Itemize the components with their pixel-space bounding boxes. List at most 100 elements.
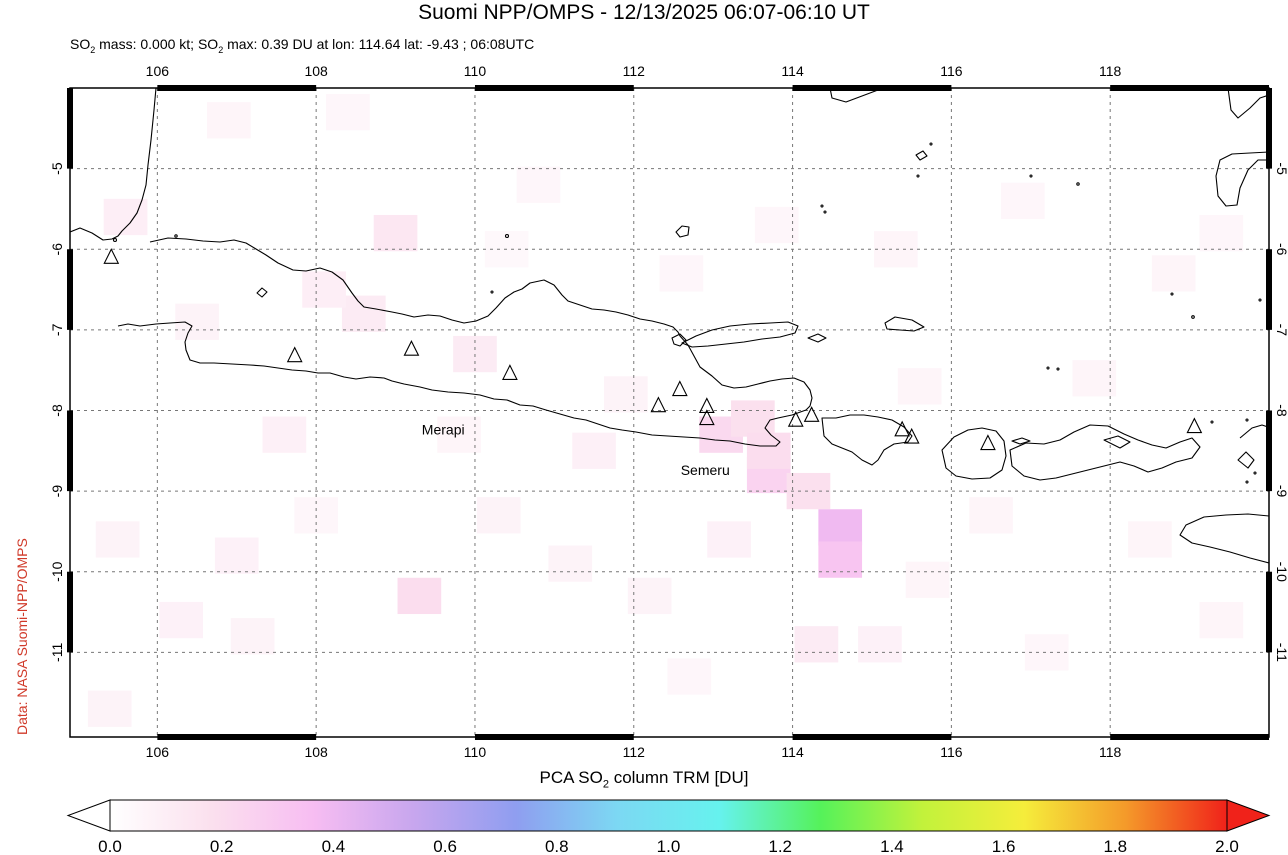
volcano-triangle-icon	[698, 409, 715, 426]
so2-cell	[897, 368, 942, 405]
axis-tick-labels: 106 106 108 108 110 110 112 112 114 114 116 116 118 1…	[49, 63, 1288, 760]
coastline-islet	[916, 174, 920, 178]
coastline-islet	[1258, 298, 1262, 302]
subtitle-so2-prefix: SO	[70, 36, 91, 52]
so2-cell	[794, 626, 839, 663]
coastline-islet	[1170, 292, 1174, 296]
map-subtitle: SO2 mass: 0.000 kt; SO2 max: 0.39 DU at …	[70, 36, 534, 55]
colorbar-low-arrow	[66, 799, 111, 832]
coastline-islet	[1103, 435, 1131, 449]
colorbar-tick-label: 2.0	[1215, 837, 1239, 855]
colorbar-tick-label: 0.8	[545, 837, 569, 855]
volcano-triangle-icon	[787, 410, 804, 427]
volcano-triangle-icon	[671, 380, 688, 397]
lat-tick-label-left: -7	[49, 323, 65, 336]
so2-cell	[603, 376, 648, 413]
frame-bar-bottom	[1110, 734, 1269, 740]
volcano-triangle-icon	[698, 397, 715, 414]
so2-cell	[206, 102, 251, 139]
lat-tick-label-right: -6	[1274, 243, 1288, 256]
lon-tick-label-bottom: 118	[1099, 744, 1122, 760]
lon-tick-label-top: 118	[1099, 63, 1122, 79]
volcano-triangle-icon	[403, 339, 420, 356]
so2-cell	[1024, 634, 1069, 671]
coastline-islet	[1245, 480, 1249, 484]
coastline-islet	[1245, 418, 1249, 422]
coastline-islet	[504, 233, 510, 239]
coastline-islet	[1210, 420, 1214, 424]
frame-bar-top	[1110, 85, 1269, 91]
so2-cell	[159, 601, 204, 639]
so2-cell	[87, 690, 132, 727]
colorbar-tick-label: 0.2	[210, 837, 234, 855]
coastline-kangean	[884, 316, 925, 332]
so2-cell	[326, 94, 370, 131]
so2-cell	[373, 214, 418, 252]
subtitle-subscript-1: 2	[90, 44, 96, 55]
lat-tick-label-left: -5	[49, 162, 65, 175]
volcano-triangle-icon	[894, 420, 911, 437]
colorbar: 0.0 0.2 0.4 0.6 0.8 1.0 1.2 1.4 1.6 1.8 2.0	[66, 799, 1271, 855]
volcano-triangle-icon	[1186, 417, 1203, 434]
lon-tick-label-bottom: 112	[623, 744, 646, 760]
coastline-islet	[1029, 174, 1033, 178]
frame-bar-right	[1266, 571, 1272, 653]
volcano-triangle-icon	[103, 248, 120, 264]
so2-cell	[659, 255, 704, 292]
lon-tick-label-bottom: 110	[464, 744, 487, 760]
volcano-name-label: Merapi	[422, 422, 465, 438]
frame-bar-top	[157, 85, 317, 91]
subtitle-max-text: max: 0.39 DU at lon: 114.64 lat: -9.43 ;…	[223, 36, 535, 52]
so2-cell	[707, 521, 751, 558]
colorbar-title-prefix: PCA SO	[539, 768, 603, 787]
colorbar-body	[109, 799, 1228, 832]
so2-cell	[1199, 601, 1244, 639]
colorbar-tick-label: 0.6	[433, 837, 457, 855]
frame-bar-left	[67, 410, 73, 492]
so2-cell	[516, 166, 561, 203]
coastline-sumatra	[70, 88, 157, 241]
frame-bar-left	[67, 571, 73, 653]
volcano-triangle-icon	[286, 346, 303, 363]
coastline-islet	[671, 333, 687, 347]
colorbar-tick-label: 0.0	[98, 837, 122, 855]
volcano-triangle-icon	[803, 406, 820, 422]
lon-tick-label-bottom: 106	[146, 744, 170, 760]
frame-bar-top	[474, 85, 634, 91]
colorbar-tick-label: 1.0	[657, 837, 681, 855]
coastline-islet	[807, 333, 827, 343]
map-frame-bars	[67, 85, 1272, 740]
subtitle-subscript-2: 2	[218, 44, 224, 55]
colorbar-title-subscript: 2	[602, 778, 609, 791]
frame-bar-bottom	[474, 734, 634, 740]
lon-tick-label-bottom: 108	[304, 744, 328, 760]
coastline-islet	[174, 234, 178, 238]
coastline-islet	[1011, 437, 1031, 445]
so2-cell	[230, 618, 275, 655]
so2-cell	[905, 561, 950, 598]
coastline-islet	[1191, 315, 1195, 319]
coastline-islet	[820, 204, 824, 208]
so2-cell-layer	[87, 94, 1244, 727]
colorbar-tick-label: 0.4	[322, 837, 346, 855]
coastline-sumbawa	[1009, 424, 1201, 481]
frame-bar-left	[67, 249, 73, 330]
frame-bar-bottom	[157, 734, 317, 740]
lon-tick-label-top: 110	[464, 63, 487, 79]
coastline-islet	[915, 150, 928, 161]
so2-cell	[548, 545, 593, 582]
volcano-triangle-icon	[502, 364, 518, 380]
colorbar-tick-label: 1.8	[1103, 837, 1127, 855]
coastline-islet	[929, 142, 933, 146]
so2-cell	[437, 416, 481, 453]
volcano-marker-layer	[103, 248, 1203, 451]
lon-tick-label-bottom: 116	[940, 744, 963, 760]
so2-cell	[627, 577, 672, 615]
frame-bar-right	[1266, 88, 1272, 169]
frame-bar-left	[67, 88, 73, 169]
coastline-islet	[1056, 367, 1060, 371]
coastline-layer	[70, 88, 1269, 564]
lon-tick-label-bottom: 114	[781, 744, 804, 760]
so2-cell	[95, 521, 140, 558]
